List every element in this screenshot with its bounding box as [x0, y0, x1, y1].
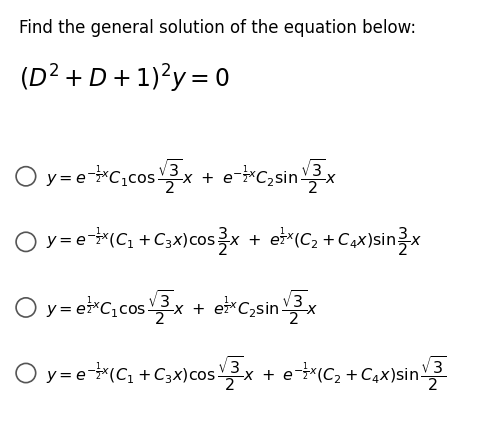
Text: $y = e^{-\frac{1}{2}x} (C_1 + C_3 x) \cos \dfrac{\sqrt{3}}{2}x \ + \ e^{-\frac{1: $y = e^{-\frac{1}{2}x} (C_1 + C_3 x) \co… [46, 354, 446, 392]
Text: $y = e^{\frac{1}{2}x} C_1 \cos \dfrac{\sqrt{3}}{2}x \ + \ e^{\frac{1}{2}x} C_2 \: $y = e^{\frac{1}{2}x} C_1 \cos \dfrac{\s… [46, 288, 318, 327]
Text: Find the general solution of the equation below:: Find the general solution of the equatio… [19, 19, 416, 37]
Text: $y = e^{-\frac{1}{2}x} C_1 \cos \dfrac{\sqrt{3}}{2}x \ + \ e^{-\frac{1}{2}x} C_2: $y = e^{-\frac{1}{2}x} C_1 \cos \dfrac{\… [46, 157, 338, 196]
Text: $(D^2 + D + 1)^2 y = 0$: $(D^2 + D + 1)^2 y = 0$ [19, 62, 230, 95]
Text: $y = e^{-\frac{1}{2}x} (C_1 + C_3 x) \cos \dfrac{3}{2}x \ + \ e^{\frac{1}{2}x} (: $y = e^{-\frac{1}{2}x} (C_1 + C_3 x) \co… [46, 225, 422, 258]
